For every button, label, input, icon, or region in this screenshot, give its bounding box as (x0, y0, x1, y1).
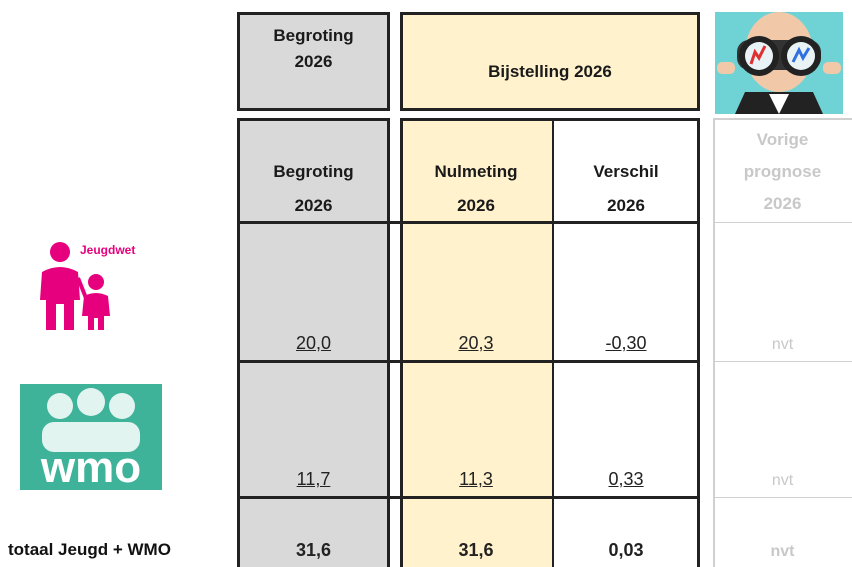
value-cell: 31,6 (237, 499, 390, 567)
cell-value: -0,30 (605, 333, 646, 354)
cell-value: 11,3 (459, 469, 493, 490)
top-bijstelling: Bijstelling 2026 (400, 12, 700, 111)
header-line: 2026 (240, 49, 387, 75)
value-cell: nvt (713, 224, 852, 360)
cell-value: 0,33 (608, 469, 643, 490)
value-cell: 0,03 (552, 499, 700, 567)
value-cell: nvt (713, 363, 852, 496)
header-line: 2026 (237, 189, 390, 223)
cell-value: 0,03 (608, 540, 643, 561)
binoculars-image (715, 12, 843, 114)
header-line: Bijstelling 2026 (403, 59, 697, 85)
row-line (713, 222, 852, 223)
header-line: Vorige (713, 124, 852, 156)
jeugdwet-icon: Jeugdwet (28, 238, 148, 338)
cell-value: 31,6 (458, 540, 493, 561)
header-line: Verschil (552, 155, 700, 189)
top-begroting: Begroting 2026 (237, 12, 390, 111)
cell-value: 31,6 (296, 540, 331, 561)
header-line: Begroting (237, 155, 390, 189)
header-line: Begroting (240, 23, 387, 49)
value-cell: 0,33 (552, 363, 700, 496)
page: Begroting 2026 Bijstelling 2026 Jeugdwet (0, 0, 852, 567)
cell-value: nvt (772, 472, 793, 490)
value-cell: 11,3 (400, 363, 552, 496)
row-line (713, 361, 852, 362)
icon-label: wmo (40, 443, 141, 490)
cell-value: 11,7 (297, 469, 331, 490)
row-line (713, 497, 852, 498)
cell-value: nvt (772, 336, 793, 354)
cell-value: 20,3 (458, 333, 493, 354)
value-cell: nvt (713, 499, 852, 567)
header-line: prognose (713, 156, 852, 188)
value-cell: 20,0 (237, 224, 390, 360)
cell-value: 20,0 (296, 333, 331, 354)
header-line: 2026 (552, 189, 700, 223)
row-label: totaal Jeugd + WMO (8, 540, 171, 560)
value-cell: 20,3 (400, 224, 552, 360)
wmo-icon: wmo (20, 384, 162, 490)
icon-label: Jeugdwet (80, 243, 135, 257)
value-cell: 31,6 (400, 499, 552, 567)
cell-value: nvt (771, 543, 795, 561)
header-line: 2026 (713, 188, 852, 220)
header-line: Nulmeting (400, 155, 552, 189)
value-cell: 11,7 (237, 363, 390, 496)
header-line: 2026 (400, 189, 552, 223)
value-cell: -0,30 (552, 224, 700, 360)
